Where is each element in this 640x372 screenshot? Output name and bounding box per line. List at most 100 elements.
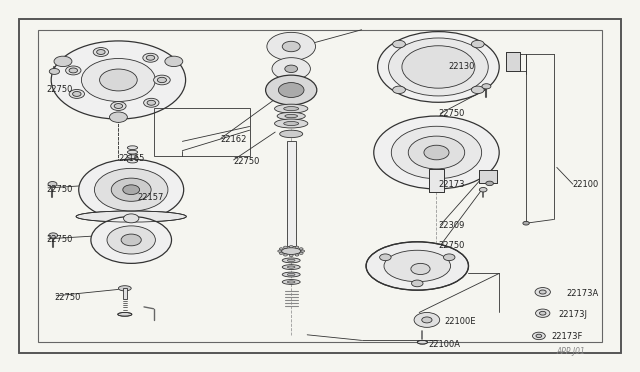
Text: APP J01: APP J01 xyxy=(557,347,586,356)
Ellipse shape xyxy=(118,286,131,291)
Circle shape xyxy=(289,246,293,248)
Circle shape xyxy=(282,41,300,52)
Ellipse shape xyxy=(282,272,300,277)
Text: 22750: 22750 xyxy=(438,109,465,118)
Circle shape xyxy=(424,145,449,160)
Circle shape xyxy=(51,41,186,119)
Text: 22100A: 22100A xyxy=(429,340,461,349)
Circle shape xyxy=(66,66,81,75)
Ellipse shape xyxy=(275,119,308,128)
Circle shape xyxy=(422,317,432,323)
Bar xyxy=(479,170,497,183)
Bar xyxy=(154,108,250,156)
Text: 22173: 22173 xyxy=(438,180,465,189)
Circle shape xyxy=(48,182,57,187)
Text: 22750: 22750 xyxy=(46,85,72,94)
Circle shape xyxy=(300,252,303,254)
Circle shape xyxy=(536,334,541,338)
Ellipse shape xyxy=(76,211,186,222)
Circle shape xyxy=(295,254,299,256)
Circle shape xyxy=(72,92,81,96)
Text: 22750: 22750 xyxy=(234,157,260,166)
Circle shape xyxy=(143,53,158,62)
Ellipse shape xyxy=(127,150,138,154)
Ellipse shape xyxy=(282,280,300,285)
Circle shape xyxy=(97,49,105,54)
Circle shape xyxy=(107,226,156,254)
Circle shape xyxy=(49,68,60,74)
Ellipse shape xyxy=(282,248,301,254)
Circle shape xyxy=(412,280,423,287)
Circle shape xyxy=(300,248,303,250)
Circle shape xyxy=(278,250,282,252)
Bar xyxy=(38,30,602,342)
Circle shape xyxy=(380,254,391,261)
Text: 22750: 22750 xyxy=(54,293,81,302)
Circle shape xyxy=(378,32,499,102)
Circle shape xyxy=(111,178,151,201)
Ellipse shape xyxy=(118,312,132,316)
Ellipse shape xyxy=(287,273,295,276)
Bar xyxy=(123,288,127,299)
Circle shape xyxy=(279,252,283,254)
Circle shape xyxy=(143,98,159,107)
Ellipse shape xyxy=(282,265,300,270)
Ellipse shape xyxy=(417,340,428,344)
Ellipse shape xyxy=(127,155,138,158)
Circle shape xyxy=(124,214,139,223)
Bar xyxy=(506,52,520,71)
Circle shape xyxy=(284,246,287,248)
Circle shape xyxy=(540,311,546,315)
Text: 22750: 22750 xyxy=(46,185,72,194)
Circle shape xyxy=(285,65,298,73)
Ellipse shape xyxy=(282,258,300,263)
Circle shape xyxy=(93,48,109,57)
Circle shape xyxy=(111,102,126,110)
Circle shape xyxy=(414,312,440,327)
Circle shape xyxy=(100,69,137,91)
Circle shape xyxy=(295,246,299,248)
Text: 22173J: 22173J xyxy=(558,310,587,319)
Ellipse shape xyxy=(284,107,299,110)
Circle shape xyxy=(165,56,183,67)
Circle shape xyxy=(272,58,310,80)
Circle shape xyxy=(472,86,484,94)
Circle shape xyxy=(388,38,488,96)
Text: 22309: 22309 xyxy=(438,221,465,230)
Circle shape xyxy=(408,136,465,169)
Ellipse shape xyxy=(280,130,303,138)
Circle shape xyxy=(392,86,405,94)
Bar xyxy=(429,169,444,192)
Ellipse shape xyxy=(275,104,308,113)
Circle shape xyxy=(486,181,493,186)
Circle shape xyxy=(374,116,499,189)
Circle shape xyxy=(49,233,58,238)
Ellipse shape xyxy=(127,146,138,150)
Circle shape xyxy=(79,159,184,220)
Ellipse shape xyxy=(366,242,468,290)
Ellipse shape xyxy=(384,250,451,282)
Circle shape xyxy=(279,248,283,250)
Ellipse shape xyxy=(287,259,295,262)
Circle shape xyxy=(391,126,482,179)
Circle shape xyxy=(114,103,123,109)
Text: 22750: 22750 xyxy=(438,241,465,250)
Ellipse shape xyxy=(287,281,295,283)
Circle shape xyxy=(402,46,475,88)
Circle shape xyxy=(523,221,529,225)
Ellipse shape xyxy=(284,122,299,125)
Circle shape xyxy=(121,234,141,246)
Circle shape xyxy=(95,169,168,211)
Ellipse shape xyxy=(285,115,298,118)
Circle shape xyxy=(267,32,316,61)
Bar xyxy=(506,52,520,71)
Text: 22130: 22130 xyxy=(448,62,474,71)
Circle shape xyxy=(54,56,72,67)
Circle shape xyxy=(147,100,156,105)
Circle shape xyxy=(472,40,484,48)
Circle shape xyxy=(535,288,550,296)
Circle shape xyxy=(284,254,287,256)
Text: 22173A: 22173A xyxy=(566,289,598,298)
Text: 22100E: 22100E xyxy=(445,317,476,326)
Circle shape xyxy=(444,254,455,261)
